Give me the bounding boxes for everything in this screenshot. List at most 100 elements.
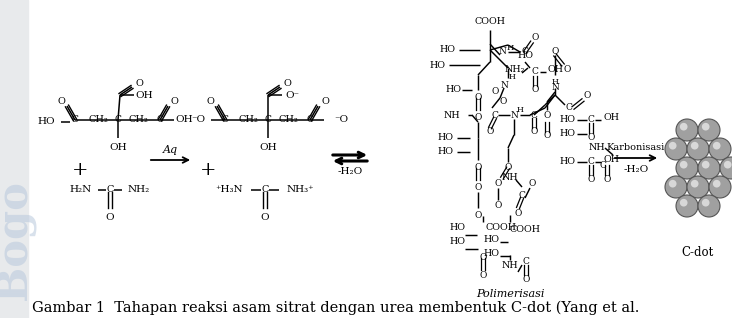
Text: O: O (531, 33, 539, 43)
Text: C: C (522, 47, 529, 57)
Text: H: H (509, 73, 515, 81)
Circle shape (687, 138, 709, 160)
Text: N: N (551, 84, 559, 93)
Text: NH₃⁺: NH₃⁺ (287, 185, 315, 195)
Text: O: O (494, 178, 501, 188)
Text: C: C (588, 115, 594, 125)
Circle shape (720, 157, 732, 179)
Text: C: C (307, 115, 313, 125)
Text: OH: OH (175, 115, 193, 125)
Circle shape (676, 157, 698, 179)
Text: C: C (222, 115, 228, 125)
Text: N: N (500, 80, 508, 89)
Text: NH: NH (444, 110, 460, 120)
Text: NH: NH (501, 260, 518, 269)
Circle shape (687, 176, 709, 198)
Text: O: O (531, 86, 539, 94)
Circle shape (669, 180, 676, 188)
Circle shape (665, 176, 687, 198)
Text: O: O (543, 112, 550, 121)
Text: C: C (492, 110, 498, 120)
Text: N: N (510, 110, 518, 120)
Text: O: O (583, 92, 591, 100)
Text: H: H (507, 44, 514, 52)
Text: COOH: COOH (474, 17, 506, 26)
Circle shape (691, 142, 698, 149)
Text: C: C (264, 115, 272, 125)
Text: O: O (474, 163, 482, 172)
Text: Karbonisasi: Karbonisasi (607, 143, 665, 153)
Text: C: C (157, 115, 163, 125)
Text: NH: NH (501, 174, 518, 183)
Text: COOH: COOH (485, 224, 516, 232)
Circle shape (713, 142, 720, 149)
Text: OH: OH (603, 156, 619, 164)
Text: O: O (529, 178, 536, 188)
Circle shape (698, 119, 720, 141)
Text: CH₂: CH₂ (278, 115, 298, 125)
Text: CH₂: CH₂ (88, 115, 108, 125)
Text: O: O (474, 211, 482, 219)
Text: Aq: Aq (163, 145, 178, 155)
Text: O: O (474, 93, 482, 102)
Text: HO: HO (517, 51, 533, 59)
Text: ⁻O: ⁻O (334, 115, 348, 125)
Circle shape (702, 199, 709, 207)
Text: Gambar 1  Tahapan reaksi asam sitrat dengan urea membentuk C-dot (Yang et al.: Gambar 1 Tahapan reaksi asam sitrat deng… (32, 301, 639, 315)
Circle shape (680, 123, 687, 131)
Text: HO: HO (484, 236, 500, 245)
Text: H: H (517, 106, 523, 114)
Text: H: H (552, 78, 559, 86)
Circle shape (702, 161, 709, 169)
Text: HO: HO (446, 86, 462, 94)
Text: O: O (474, 114, 482, 122)
Circle shape (713, 180, 720, 188)
Text: OH: OH (109, 143, 127, 153)
Text: OH: OH (259, 143, 277, 153)
Text: OH: OH (135, 91, 153, 100)
Text: O: O (486, 128, 493, 136)
Text: NH₂: NH₂ (128, 185, 150, 195)
Circle shape (676, 119, 698, 141)
Text: O: O (206, 96, 214, 106)
Text: O: O (543, 132, 550, 141)
Text: C: C (106, 185, 113, 195)
Circle shape (702, 123, 709, 131)
Text: HO: HO (429, 60, 445, 70)
Text: O: O (491, 87, 498, 96)
Text: OH: OH (548, 66, 564, 74)
Text: C-dot: C-dot (682, 245, 714, 259)
Text: ⁺H₃N: ⁺H₃N (215, 185, 243, 195)
Text: O: O (515, 209, 522, 218)
Circle shape (680, 199, 687, 207)
Circle shape (691, 180, 698, 188)
Text: O: O (603, 176, 610, 184)
Text: O: O (494, 201, 501, 210)
Text: CH₂: CH₂ (128, 115, 148, 125)
Text: O: O (474, 183, 482, 192)
Text: O: O (564, 66, 571, 74)
Text: -H₂O: -H₂O (624, 165, 649, 175)
Text: HO: HO (559, 157, 575, 167)
Circle shape (665, 138, 687, 160)
Text: +: + (72, 161, 89, 179)
Text: ⁻O: ⁻O (191, 115, 205, 125)
Text: O: O (135, 80, 143, 88)
Text: CH₂: CH₂ (238, 115, 258, 125)
Text: O: O (57, 98, 65, 107)
Text: HO: HO (437, 148, 453, 156)
Circle shape (669, 142, 676, 149)
Bar (0, 0, 28, 318)
Circle shape (709, 176, 731, 198)
Text: O: O (479, 253, 487, 262)
Text: HO: HO (439, 45, 455, 54)
Text: O: O (530, 128, 538, 136)
Text: C: C (600, 161, 606, 169)
Text: O: O (587, 176, 594, 184)
Text: C: C (531, 110, 537, 120)
Text: H₂N: H₂N (70, 185, 92, 195)
Text: C: C (523, 258, 529, 266)
Text: Bogo: Bogo (0, 180, 35, 300)
Text: O: O (261, 213, 269, 223)
Text: C: C (588, 157, 594, 167)
